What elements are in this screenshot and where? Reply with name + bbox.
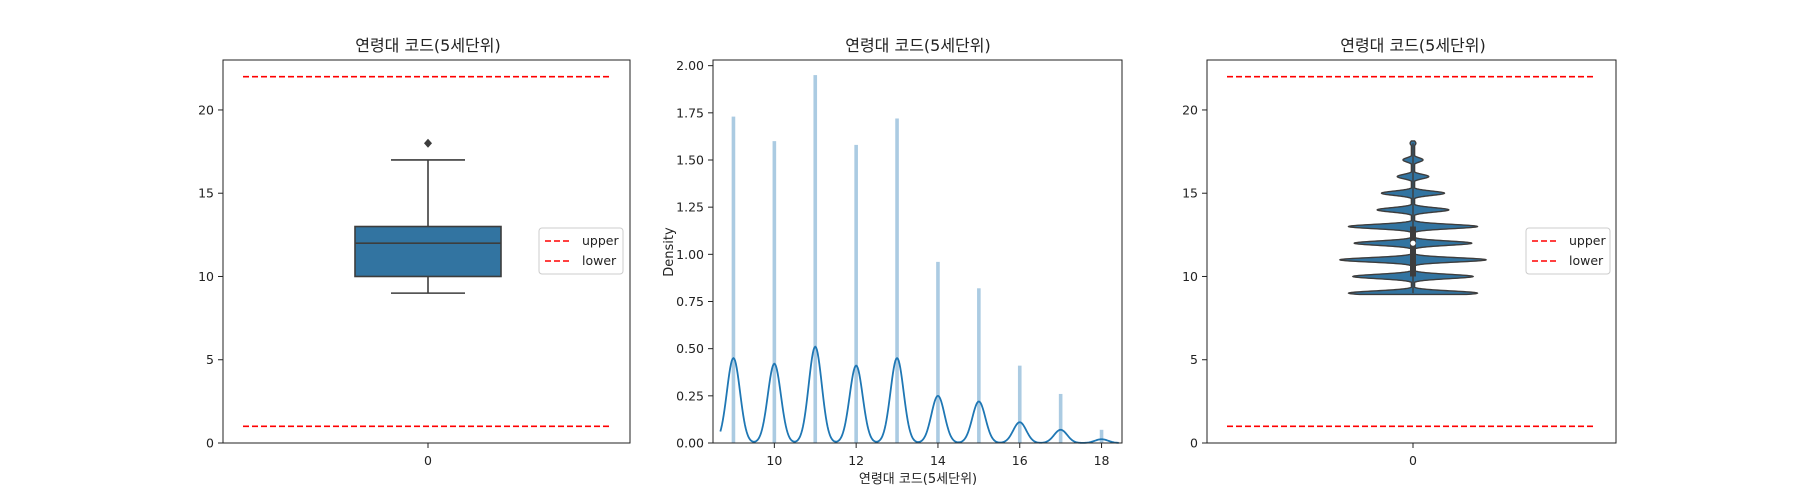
boxplot-reference-lines — [243, 75, 610, 428]
violin-panel: 연령대 코드(5세단위) 0 5 10 15 20 0 upper lower — [1182, 36, 1617, 468]
boxplot-legend-lower-label: lower — [582, 253, 617, 268]
histogram-x-tick-label: 16 — [1012, 453, 1028, 468]
histogram-frame — [712, 59, 1123, 444]
violin-y-tick-label: 5 — [1190, 352, 1198, 367]
violin-y-ticks: 0 5 10 15 20 — [1182, 102, 1207, 451]
histogram-x-tick-label: 10 — [766, 453, 782, 468]
histogram-y-tick-label: 1.25 — [676, 200, 704, 215]
histogram-x-tick-label: 18 — [1094, 453, 1110, 468]
histogram-x-ticks: 10 12 14 16 18 — [766, 443, 1110, 468]
violin-y-tick-label: 0 — [1190, 436, 1198, 451]
violin-legend-lower-label: lower — [1569, 253, 1604, 268]
boxplot-panel: 연령대 코드(5세단위) 0 5 10 15 20 0 upper lower — [198, 36, 631, 468]
histogram-y-tick-label: 1.50 — [676, 152, 704, 167]
histogram-title: 연령대 코드(5세단위) — [845, 36, 991, 55]
boxplot-legend-box — [538, 227, 624, 275]
histogram-x-tick-label: 14 — [930, 453, 946, 468]
boxplot-y-ticks: 0 5 10 15 20 — [198, 102, 223, 451]
boxplot-y-tick-label: 15 — [198, 186, 214, 201]
histogram-y-tick-label: 2.00 — [676, 58, 704, 73]
boxplot-iqr-box — [354, 225, 502, 278]
boxplot-y-tick-label: 20 — [198, 102, 214, 117]
violin-x-ticks: 0 — [1409, 443, 1417, 468]
histogram-y-tick-label: 0.25 — [676, 388, 704, 403]
histogram-bar — [813, 75, 818, 443]
boxplot-x-ticks: 0 — [424, 443, 432, 468]
boxplot-legend: upper lower — [538, 227, 624, 275]
violin-title: 연령대 코드(5세단위) — [1340, 36, 1486, 55]
violin-legend: upper lower — [1525, 227, 1611, 275]
boxplot-frame — [222, 59, 631, 444]
histogram-bar — [1058, 393, 1063, 443]
histogram-bar — [977, 288, 981, 443]
histogram-bars — [731, 75, 1104, 444]
violin-legend-upper-label: upper — [1569, 233, 1606, 248]
histogram-bar — [854, 144, 858, 443]
violin-legend-box — [1525, 227, 1611, 275]
boxplot-y-tick-label: 10 — [198, 269, 214, 284]
histogram-bar — [895, 118, 899, 444]
histogram-x-tick-label: 12 — [848, 453, 864, 468]
histogram-y-ticks: 0.00 0.25 0.50 0.75 1.00 1.25 1.50 1.75 2.00 — [676, 58, 713, 451]
violin-frame — [1206, 59, 1617, 444]
histogram-y-tick-label: 0.00 — [676, 436, 704, 451]
histogram-y-label: Density — [662, 227, 677, 277]
histogram-y-tick-label: 1.75 — [676, 105, 704, 120]
boxplot-box — [354, 138, 502, 294]
histogram-bar — [772, 141, 777, 443]
violin-y-tick-label: 10 — [1182, 269, 1198, 284]
histogram-y-tick-label: 1.00 — [676, 247, 704, 262]
histogram-panel: 연령대 코드(5세단위) 0.00 0.25 0.50 0.75 1.00 1.25 1.5… — [662, 36, 1123, 487]
violin-reference-lines — [1227, 75, 1596, 428]
histogram-kde-line — [719, 345, 1119, 444]
boxplot-title: 연령대 코드(5세단위) — [355, 36, 501, 55]
boxplot-y-tick-label: 5 — [206, 352, 214, 367]
histogram-bar — [936, 261, 940, 443]
violin-x-tick-label: 0 — [1409, 453, 1417, 468]
histogram-bar — [731, 116, 736, 443]
boxplot-outlier-point — [424, 138, 432, 148]
histogram-y-tick-label: 0.50 — [676, 341, 704, 356]
boxplot-legend-upper-label: upper — [582, 233, 619, 248]
boxplot-x-tick-label: 0 — [424, 453, 432, 468]
violin-iqr-bar — [1410, 226, 1416, 277]
violin-median-dot — [1410, 240, 1416, 246]
violin-y-tick-label: 20 — [1182, 102, 1198, 117]
violin-shape — [1338, 140, 1488, 296]
histogram-y-tick-label: 0.75 — [676, 294, 704, 309]
violin-y-tick-label: 15 — [1182, 186, 1198, 201]
histogram-x-label: 연령대 코드(5세단위) — [859, 472, 977, 487]
histogram-bar — [1017, 365, 1022, 443]
histogram-bar — [1099, 429, 1104, 443]
boxplot-y-tick-label: 0 — [206, 436, 214, 451]
